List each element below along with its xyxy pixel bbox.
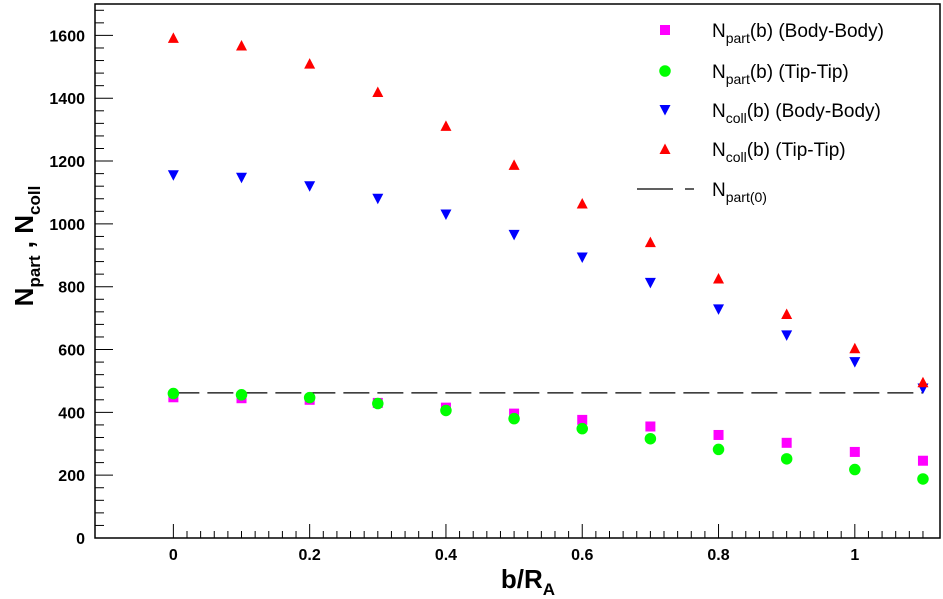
y-tick-label: 1400 <box>49 91 85 108</box>
data-point <box>644 432 657 445</box>
data-point <box>849 463 861 476</box>
data-point <box>713 273 725 284</box>
data-point <box>372 86 384 97</box>
data-point <box>576 197 588 209</box>
legend-label: Npart(b) (Tip-Tip) <box>712 62 849 87</box>
legend-label: Npart(b) (Body-Body) <box>712 21 884 46</box>
data-point <box>303 391 316 404</box>
x-tick-label: 0.2 <box>299 547 321 564</box>
legend-label: Npart(0) <box>712 180 767 205</box>
data-point <box>849 342 861 354</box>
data-point <box>372 397 384 410</box>
y-axis-ticks: 0 200 400 600 800 1000 1200 1400 1600 <box>49 9 113 548</box>
data-point <box>712 443 725 456</box>
data-point <box>236 172 248 184</box>
data-point <box>167 170 179 181</box>
data-point <box>440 209 452 220</box>
data-point <box>849 446 860 457</box>
data-point <box>917 473 929 485</box>
series-1 <box>167 387 929 485</box>
data-point <box>713 429 724 440</box>
series-0 <box>168 392 928 466</box>
data-point <box>440 120 452 131</box>
data-point <box>508 159 520 170</box>
data-point <box>236 39 248 51</box>
data-point <box>644 277 656 289</box>
y-tick-label: 1200 <box>49 154 85 171</box>
y-tick-label: 1000 <box>49 217 85 234</box>
x-axis-label: b/RA <box>501 564 555 599</box>
data-point <box>167 32 179 43</box>
data-point <box>645 421 656 432</box>
data-point <box>440 404 452 417</box>
y-tick-label: 600 <box>58 343 85 360</box>
data-point <box>304 58 316 69</box>
data-point <box>508 412 520 425</box>
data-point <box>508 229 520 241</box>
legend: Npart(b) (Body-Body) Npart(b) (Tip-Tip) Nc… <box>637 21 884 205</box>
legend-marker <box>659 105 671 116</box>
data-point <box>235 389 248 401</box>
x-axis-ticks: 0 0.2 0.4 0.6 0.8 1 <box>169 524 924 564</box>
data-point <box>917 455 928 466</box>
data-point <box>372 193 384 205</box>
data-point <box>713 304 725 315</box>
data-point <box>167 387 180 400</box>
y-axis-label: Npart , Ncoll <box>9 186 44 307</box>
plot-frame <box>94 3 941 539</box>
legend-label: Ncoll(b) (Body-Body) <box>712 101 881 126</box>
data-point <box>304 181 316 192</box>
data-point <box>781 437 792 448</box>
x-tick-label: 1 <box>850 547 859 564</box>
data-point <box>576 252 588 263</box>
data-point <box>576 422 588 435</box>
y-tick-label: 800 <box>58 280 85 297</box>
series-2 <box>167 170 929 394</box>
data-series <box>167 32 929 485</box>
x-tick-label: 0.8 <box>707 547 729 564</box>
legend-marker <box>659 65 671 77</box>
x-tick-label: 0 <box>169 547 178 564</box>
x-tick-label: 0.6 <box>571 547 593 564</box>
y-tick-label: 0 <box>76 531 85 548</box>
series-3 <box>167 32 929 388</box>
y-tick-label: 200 <box>58 468 85 485</box>
data-point <box>780 453 793 465</box>
data-point <box>781 330 793 341</box>
legend-marker <box>660 25 670 35</box>
data-point <box>781 308 793 320</box>
data-point <box>849 357 861 368</box>
data-point <box>577 414 588 425</box>
legend-label: Ncoll(b) (Tip-Tip) <box>712 140 846 165</box>
y-tick-label: 400 <box>58 405 85 422</box>
legend-marker <box>659 143 671 154</box>
data-point <box>644 236 656 248</box>
y-tick-label: 1600 <box>49 28 85 45</box>
data-point <box>917 376 929 388</box>
x-tick-label: 0.4 <box>435 547 457 564</box>
